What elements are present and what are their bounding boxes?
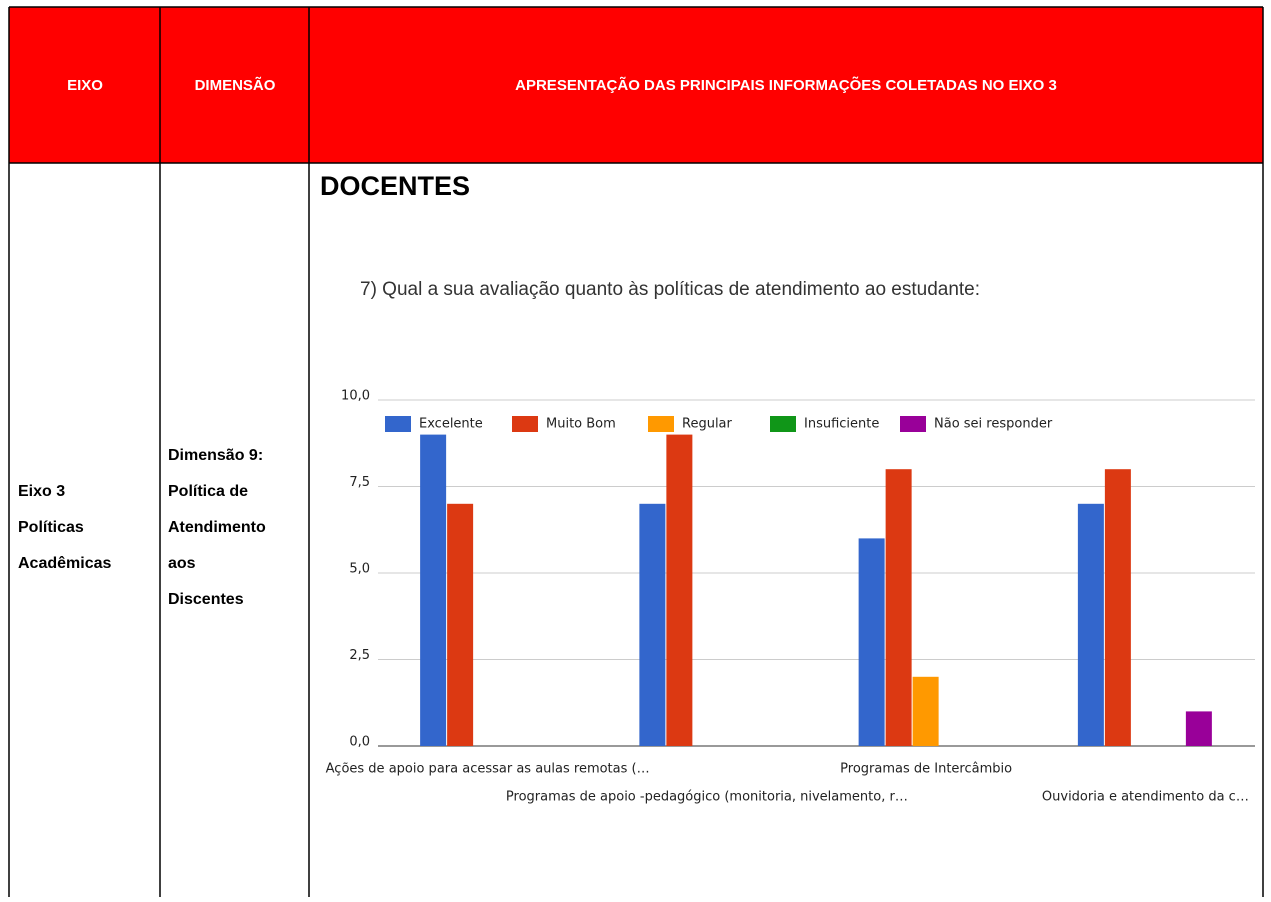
- x-tick-label: Ações de apoio para acessar as aulas rem…: [326, 762, 650, 777]
- legend-swatch: [900, 416, 926, 432]
- header-cell: APRESENTAÇÃO DAS PRINCIPAIS INFORMAÇÕES …: [515, 76, 1057, 94]
- cell-text: Acadêmicas: [18, 555, 111, 572]
- x-tick-label: Ouvidoria e atendimento da c…: [1042, 790, 1249, 805]
- bar: [1185, 711, 1212, 746]
- y-tick-label: 10,0: [341, 389, 370, 404]
- x-tick-label: Programas de Intercâmbio: [840, 762, 1012, 777]
- cell-text: Atendimento: [168, 519, 266, 536]
- legend-swatch: [648, 416, 674, 432]
- legend-label: Insuficiente: [804, 417, 879, 432]
- bar: [885, 469, 912, 746]
- header-row: [9, 7, 1263, 163]
- legend-label: Regular: [682, 417, 733, 432]
- legend-swatch: [512, 416, 538, 432]
- cell-text: aos: [168, 555, 196, 572]
- cell-text: Políticas: [18, 519, 84, 536]
- y-tick-label: 0,0: [349, 735, 370, 750]
- legend-label: Muito Bom: [546, 417, 616, 432]
- bar: [420, 434, 447, 746]
- y-tick-label: 5,0: [349, 562, 370, 577]
- legend-swatch: [770, 416, 796, 432]
- bar: [912, 676, 939, 746]
- bar: [639, 503, 666, 746]
- y-tick-label: 2,5: [349, 648, 370, 663]
- legend-swatch: [385, 416, 411, 432]
- x-tick-label: Programas de apoio -pedagógico (monitori…: [506, 790, 908, 805]
- cell-text: Política de: [168, 483, 248, 500]
- cell-text: Discentes: [168, 591, 244, 608]
- bar: [1077, 503, 1104, 746]
- section-heading: DOCENTES: [320, 171, 470, 201]
- cell-text: Eixo 3: [18, 483, 65, 500]
- header-cell: EIXO: [67, 77, 103, 94]
- bar: [1104, 469, 1131, 746]
- bar: [447, 503, 474, 746]
- header-cell: DIMENSÃO: [195, 76, 276, 94]
- chart-title: 7) Qual a sua avaliação quanto às políti…: [360, 279, 980, 300]
- legend-label: Excelente: [419, 417, 483, 432]
- cell-text: Dimensão 9:: [168, 447, 263, 464]
- bar: [858, 538, 885, 746]
- legend-label: Não sei responder: [934, 417, 1053, 432]
- bar: [666, 434, 693, 746]
- y-tick-label: 7,5: [349, 475, 370, 490]
